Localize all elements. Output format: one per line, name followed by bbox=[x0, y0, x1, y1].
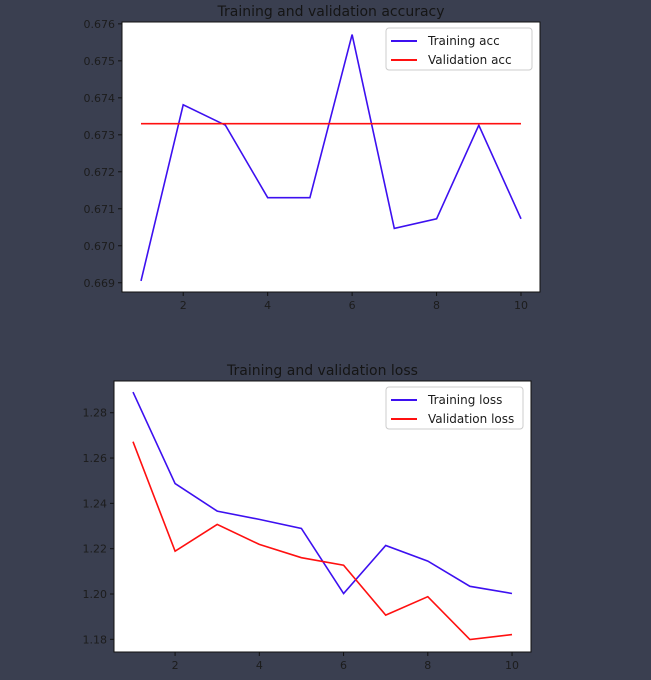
x-tick-label: 2 bbox=[180, 299, 187, 312]
y-tick-label: 1.26 bbox=[83, 452, 108, 465]
loss-chart: Training and validation loss 1.18 1.20 1.22… bbox=[83, 363, 532, 672]
x-tick-label: 4 bbox=[256, 659, 263, 672]
y-tick-label: 1.18 bbox=[83, 633, 108, 646]
x-tick-label: 2 bbox=[172, 659, 179, 672]
y-tick-label: 1.22 bbox=[83, 543, 108, 556]
y-tick-label: 0.673 bbox=[84, 129, 116, 142]
legend-label: Training acc bbox=[427, 34, 500, 48]
x-tick-label: 4 bbox=[264, 299, 271, 312]
legend-label: Training loss bbox=[427, 393, 502, 407]
x-tick-label: 6 bbox=[340, 659, 347, 672]
legend-label: Validation acc bbox=[428, 53, 512, 67]
y-tick-label: 0.675 bbox=[84, 55, 116, 68]
y-tick-label: 0.676 bbox=[84, 18, 116, 31]
legend: Training loss Validation loss bbox=[385, 386, 524, 430]
y-tick-label: 1.28 bbox=[83, 407, 108, 420]
chart-title: Training and validation accuracy bbox=[216, 4, 444, 20]
legend-box bbox=[385, 27, 533, 71]
series-line-validation-loss bbox=[132, 441, 513, 641]
legend-box bbox=[385, 386, 524, 430]
legend-label: Validation loss bbox=[428, 412, 514, 426]
x-tick-label: 8 bbox=[433, 299, 440, 312]
x-tick-label: 10 bbox=[514, 299, 528, 312]
accuracy-chart: Training and validation accuracy 0.669 0.6… bbox=[84, 4, 541, 312]
y-tick-label: 1.20 bbox=[83, 588, 108, 601]
legend: Training acc Validation acc bbox=[385, 27, 533, 71]
x-tick-label: 8 bbox=[424, 659, 431, 672]
y-tick-label: 1.24 bbox=[83, 497, 108, 510]
y-tick-label: 0.672 bbox=[84, 166, 116, 179]
series-line-training-acc bbox=[140, 34, 522, 282]
y-tick-label: 0.674 bbox=[84, 92, 116, 105]
y-tick-label: 0.671 bbox=[84, 203, 116, 216]
chart-title: Training and validation loss bbox=[226, 363, 418, 379]
y-tick-label: 0.669 bbox=[84, 277, 116, 290]
y-tick-label: 0.670 bbox=[84, 240, 116, 253]
x-tick-label: 10 bbox=[505, 659, 519, 672]
x-tick-label: 6 bbox=[349, 299, 356, 312]
